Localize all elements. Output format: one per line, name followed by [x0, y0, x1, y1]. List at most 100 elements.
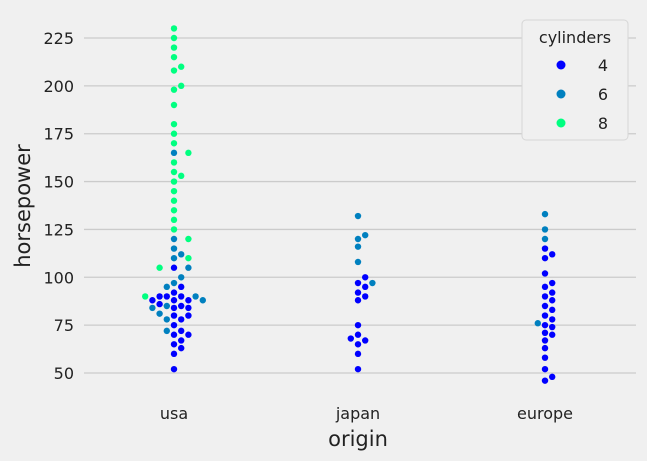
data-point-cyl-4 [185, 304, 192, 312]
x-tick-labels: usa japan europe [160, 404, 573, 423]
y-tick-label: 50 [54, 364, 74, 383]
data-point-cyl-8 [185, 149, 192, 157]
data-point-cyl-8 [170, 86, 178, 93]
y-tick-labels: 50 75 100 125 150 175 200 225 [43, 29, 74, 383]
data-point-cyl-8 [170, 120, 178, 128]
data-point-cyl-6 [541, 235, 549, 243]
legend-title: cylinders [539, 28, 611, 47]
legend-label: 6 [598, 85, 608, 104]
data-point-cyl-4 [362, 283, 369, 291]
data-point-cyl-4 [541, 270, 549, 277]
data-point-cyl-4 [362, 337, 369, 344]
data-point-cyl-6 [178, 274, 185, 281]
data-point-cyl-4 [541, 283, 549, 291]
data-point-cyl-6 [185, 264, 192, 271]
data-point-cyl-8 [178, 172, 185, 180]
data-point-cyl-6 [354, 243, 362, 250]
y-tick-label: 75 [54, 316, 74, 335]
data-point-cyl-8 [178, 63, 185, 70]
data-point-cyl-8 [170, 207, 178, 214]
data-point-cyl-4 [541, 377, 549, 384]
data-point-cyl-4 [170, 331, 178, 338]
data-point-cyl-6 [163, 283, 170, 291]
data-point-cyl-8 [170, 44, 178, 51]
data-point-cyl-4 [541, 245, 549, 252]
data-point-cyl-6 [170, 254, 178, 262]
legend: cylinders 4 6 8 [521, 19, 629, 141]
data-point-cyl-4 [549, 251, 556, 258]
data-point-cyl-4 [354, 365, 362, 373]
data-point-cyl-4 [170, 297, 178, 304]
data-point-cyl-8 [170, 216, 178, 224]
data-point-cyl-4 [541, 365, 549, 373]
data-point-cyl-6 [354, 235, 362, 243]
data-point-cyl-8 [170, 130, 178, 137]
data-point-cyl-8 [170, 53, 178, 61]
data-point-cyl-4 [354, 341, 362, 348]
data-point-cyl-4 [354, 321, 362, 329]
data-point-cyl-4 [541, 312, 549, 319]
data-point-cyl-4 [541, 354, 549, 361]
data-point-cyl-4 [156, 300, 163, 308]
x-axis-label: origin [328, 427, 388, 451]
data-point-cyl-4 [549, 373, 556, 381]
legend-marker [556, 60, 566, 70]
data-point-cyl-4 [541, 302, 549, 310]
data-point-cyl-8 [170, 140, 178, 147]
data-point-cyl-4 [170, 341, 178, 348]
data-point-cyl-4 [549, 331, 556, 338]
data-point-cyl-6 [170, 245, 178, 252]
data-point-cyl-4 [170, 289, 178, 296]
data-point-cyl-8 [170, 101, 178, 109]
data-point-cyl-8 [178, 82, 185, 90]
data-point-cyl-6 [541, 226, 549, 233]
data-point-cyl-4 [178, 293, 185, 300]
x-tick-label: japan [335, 404, 380, 423]
data-point-cyl-8 [170, 25, 178, 32]
data-point-cyl-4 [541, 321, 549, 329]
data-point-cyl-4 [549, 323, 556, 331]
y-tick-label: 200 [43, 77, 74, 96]
data-point-cyl-4 [549, 316, 556, 323]
data-point-cyl-8 [142, 293, 149, 300]
data-point-cyl-6 [362, 231, 369, 239]
data-point-cyl-6 [354, 212, 362, 220]
data-point-cyl-6 [170, 279, 178, 287]
data-point-cyl-4 [354, 297, 362, 304]
data-point-cyl-4 [178, 337, 185, 344]
data-point-cyl-4 [170, 321, 178, 329]
data-point-cyl-6 [163, 327, 170, 335]
data-point-cyl-6 [369, 279, 376, 287]
data-point-cyl-6 [149, 304, 156, 312]
data-point-cyl-8 [170, 226, 178, 233]
data-point-cyl-4 [541, 293, 549, 300]
data-point-cyl-8 [170, 178, 178, 185]
data-point-cyl-4 [362, 293, 369, 300]
data-point-cyl-4 [156, 293, 163, 300]
data-point-cyl-4 [362, 274, 369, 281]
data-point-cyl-4 [170, 365, 178, 373]
data-point-cyl-4 [347, 335, 354, 342]
data-point-cyl-4 [170, 264, 178, 271]
data-point-cyl-4 [185, 297, 192, 304]
data-point-cyl-4 [178, 283, 185, 291]
data-point-cyl-6 [156, 310, 163, 317]
legend-frame [521, 19, 629, 141]
data-point-cyl-8 [170, 168, 178, 176]
x-tick-label: europe [517, 404, 573, 423]
data-point-cyl-4 [549, 289, 556, 296]
data-point-cyl-6 [199, 297, 206, 304]
data-point-cyl-4 [163, 293, 170, 300]
data-points [142, 25, 556, 384]
data-point-cyl-4 [541, 329, 549, 336]
y-tick-label: 150 [43, 173, 74, 192]
data-point-cyl-8 [185, 254, 192, 262]
data-point-cyl-4 [541, 344, 549, 352]
data-point-cyl-4 [541, 337, 549, 344]
data-point-cyl-4 [354, 331, 362, 338]
data-point-cyl-4 [170, 350, 178, 358]
data-point-cyl-8 [185, 235, 192, 243]
data-point-cyl-6 [541, 210, 549, 218]
data-point-cyl-4 [541, 254, 549, 262]
